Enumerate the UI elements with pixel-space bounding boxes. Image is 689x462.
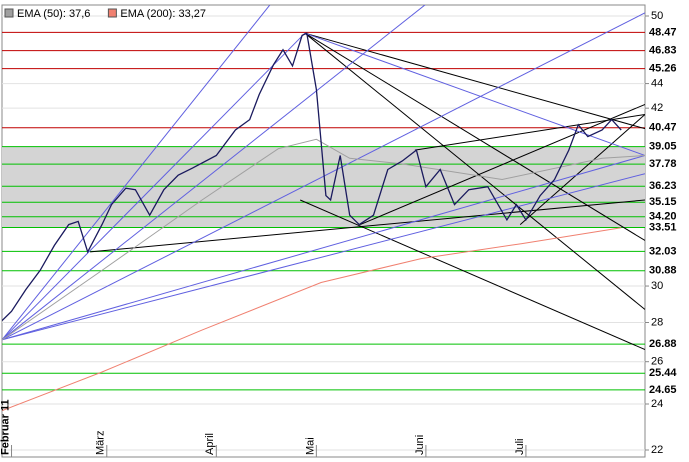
x-tick-label: Februar 11 bbox=[0, 399, 11, 455]
level-label: 24.65 bbox=[649, 384, 677, 396]
shaded-band bbox=[2, 146, 645, 228]
y-tick-label: 26 bbox=[651, 356, 663, 368]
trendline bbox=[2, 173, 645, 341]
ema-line bbox=[2, 138, 645, 341]
level-label-bg bbox=[647, 210, 683, 223]
level-label-bg bbox=[647, 338, 683, 351]
level-label: 37.78 bbox=[649, 158, 677, 170]
level-label: 33.51 bbox=[649, 221, 677, 233]
trendline bbox=[414, 114, 645, 151]
level-label: 39.05 bbox=[649, 141, 677, 153]
x-tick-label: Juni bbox=[414, 435, 426, 455]
plot-area bbox=[2, 5, 645, 451]
level-label-bg bbox=[647, 264, 683, 277]
level-label-bg bbox=[647, 221, 683, 234]
level-label-bg bbox=[647, 245, 683, 258]
trendline bbox=[304, 32, 645, 130]
legend-swatch bbox=[107, 8, 117, 18]
level-label: 32.03 bbox=[649, 245, 677, 257]
level-label: 48.47 bbox=[649, 26, 677, 38]
level-label-bg bbox=[647, 62, 683, 75]
level-label: 25.44 bbox=[649, 367, 677, 379]
trendline bbox=[2, 12, 645, 341]
level-label: 45.26 bbox=[649, 63, 677, 75]
level-label-bg bbox=[647, 196, 683, 209]
legend-swatch bbox=[4, 8, 14, 18]
x-tick-label: Juli bbox=[514, 438, 526, 455]
level-label-bg bbox=[647, 26, 683, 39]
level-label: 40.47 bbox=[649, 122, 677, 134]
trendline bbox=[304, 32, 645, 310]
level-label-bg bbox=[647, 383, 683, 396]
legend-label: EMA (50): 37,6 bbox=[17, 8, 90, 20]
y-tick-label: 28 bbox=[651, 316, 663, 328]
level-label-bg bbox=[647, 121, 683, 134]
trendline bbox=[2, 32, 306, 341]
level-label: 36.23 bbox=[649, 180, 677, 192]
level-label: 34.20 bbox=[649, 211, 677, 223]
trendline bbox=[2, 155, 645, 341]
x-tick-label: April bbox=[204, 433, 216, 455]
level-label-bg bbox=[647, 158, 683, 171]
trendline bbox=[90, 199, 645, 253]
level-label: 35.15 bbox=[649, 196, 677, 208]
trendline bbox=[304, 32, 645, 156]
y-tick-label: 22 bbox=[651, 444, 663, 456]
trendline bbox=[519, 114, 645, 225]
trendline bbox=[2, 5, 426, 341]
ema-line bbox=[2, 227, 622, 412]
level-label: 26.88 bbox=[649, 338, 677, 350]
level-label-bg bbox=[647, 44, 683, 57]
y-tick-label: 44 bbox=[651, 77, 663, 89]
level-label-bg bbox=[647, 180, 683, 193]
trendline bbox=[360, 103, 645, 226]
y-tick-label: 24 bbox=[651, 398, 663, 410]
price-line bbox=[2, 32, 622, 322]
x-tick-label: März bbox=[95, 431, 107, 455]
x-tick-label: Mai bbox=[304, 437, 316, 455]
y-tick-label: 30 bbox=[651, 280, 663, 292]
level-label: 30.88 bbox=[649, 265, 677, 277]
legend: EMA (50): 37,6 EMA (200): 33,27 bbox=[4, 8, 206, 20]
trendline bbox=[300, 199, 645, 351]
level-label-bg bbox=[647, 140, 683, 153]
trendline bbox=[2, 5, 271, 341]
axis: 22 24 26 28 30 42 44 50 Februar 11 März April Mai Ju… bbox=[0, 10, 683, 457]
y-tick-label: 50 bbox=[651, 10, 663, 22]
trendline bbox=[304, 32, 645, 241]
y-tick-label: 42 bbox=[651, 102, 663, 114]
legend-label: EMA (200): 33,27 bbox=[120, 8, 206, 20]
level-label: 46.83 bbox=[649, 45, 677, 57]
level-label-bg bbox=[647, 367, 683, 380]
